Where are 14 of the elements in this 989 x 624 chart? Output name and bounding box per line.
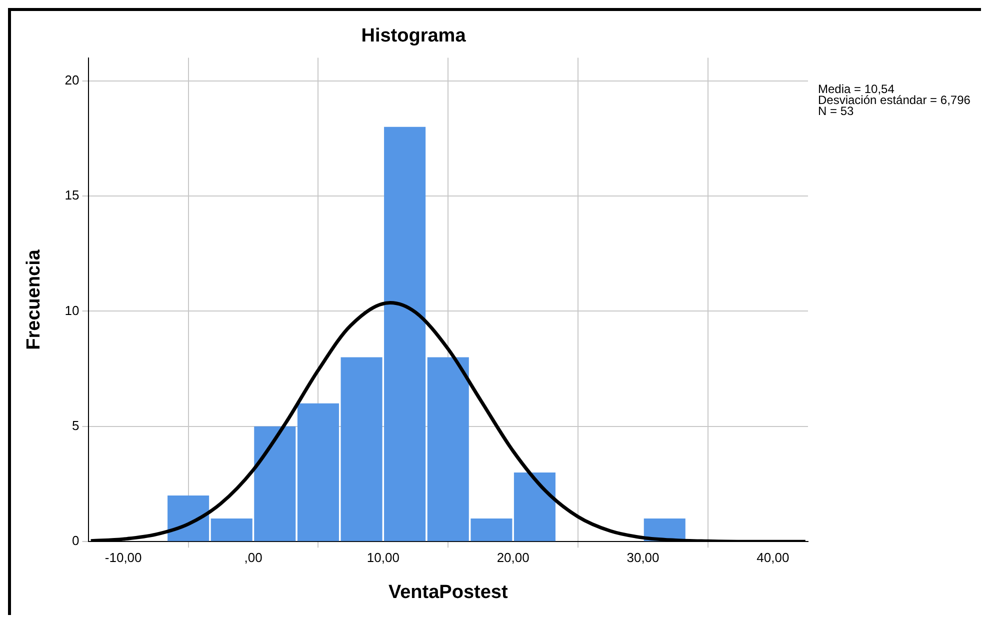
chart-title: Histograma — [361, 26, 466, 47]
y-tick-label: 20 — [64, 72, 80, 88]
y-axis-title: Frecuencia — [24, 249, 45, 350]
x-tick-label: 10,00 — [366, 550, 400, 565]
y-tick-label: 0 — [72, 533, 80, 548]
x-tick-label: 40,00 — [756, 550, 790, 565]
y-tick-label: 5 — [72, 418, 80, 433]
x-tick-label: ,00 — [244, 550, 262, 565]
x-tick-label: 30,00 — [626, 550, 660, 565]
y-tick-label: 15 — [64, 188, 80, 203]
x-axis-title: VentaPostest — [388, 582, 508, 603]
y-tick-label: 10 — [64, 302, 80, 318]
x-tick-label: -10,00 — [104, 550, 142, 565]
x-tick-label: 20,00 — [496, 550, 530, 565]
